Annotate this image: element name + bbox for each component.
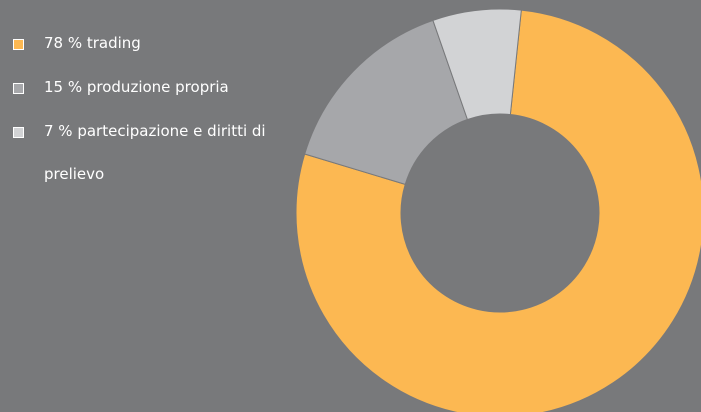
legend-swatch-produzione [13, 83, 24, 94]
donut-slice-1 [304, 19, 469, 186]
chart-legend: 78 % trading 15 % produzione propria 7 %… [13, 33, 289, 208]
legend-swatch-trading [13, 39, 24, 50]
legend-label-partecipazione: 7 % partecipazione e diritti di prelievo [44, 122, 266, 183]
legend-label-trading: 78 % trading [44, 34, 141, 52]
legend-item-trading: 78 % trading [13, 33, 289, 65]
legend-item-produzione: 15 % produzione propria [13, 77, 289, 109]
legend-swatch-partecipazione [13, 127, 24, 138]
donut-slice-2 [432, 8, 522, 121]
donut-slice-0 [295, 9, 701, 412]
legend-label-produzione: 15 % produzione propria [44, 78, 229, 96]
legend-item-partecipazione: 7 % partecipazione e diritti di prelievo [13, 121, 289, 196]
